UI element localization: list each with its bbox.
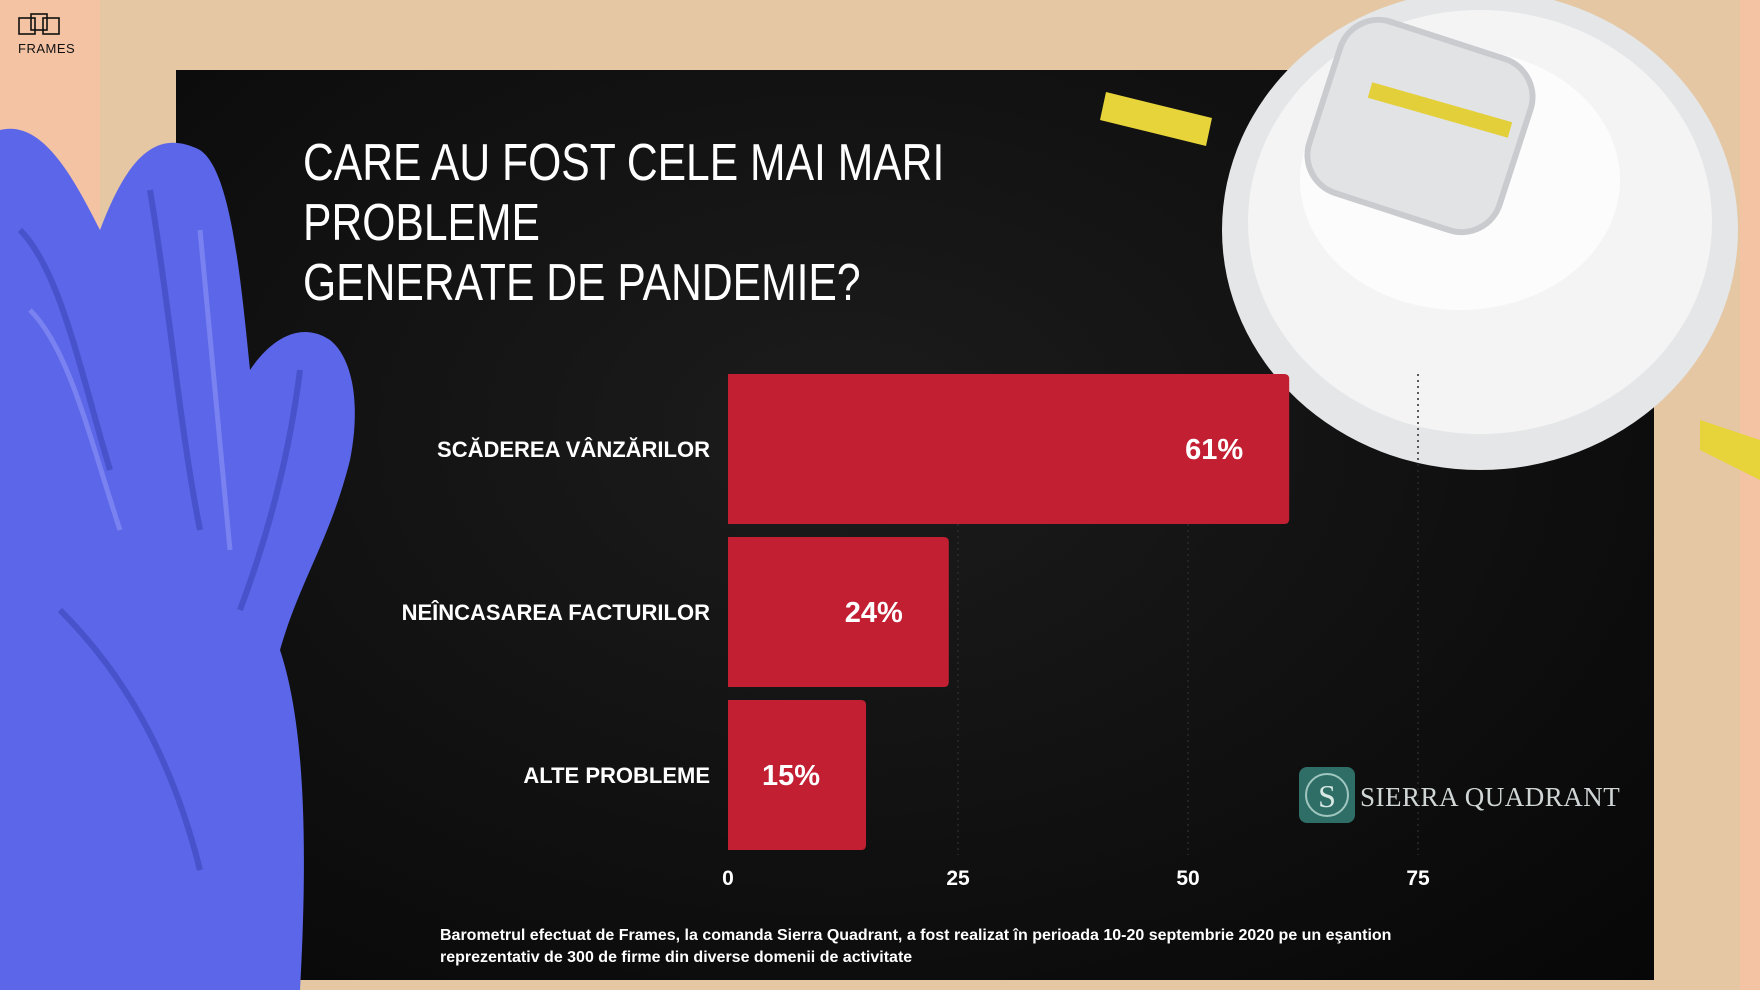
data-label: 61%	[1185, 434, 1243, 466]
frames-logo: FRAMES	[18, 12, 88, 56]
footnote: Barometrul efectuat de Frames, la comand…	[440, 927, 1392, 966]
frames-logo-icon	[18, 13, 60, 35]
sierra-quadrant-emblem-letter: S	[1318, 778, 1336, 814]
chart-title: CARE AU FOST CELE MAI MARI PROBLEME GENE…	[303, 133, 1041, 313]
x-tick-label: 25	[946, 867, 970, 890]
data-label: 24%	[845, 597, 903, 629]
bar	[728, 537, 949, 687]
chart-title-line-1: CARE AU FOST CELE MAI MARI PROBLEME	[303, 134, 945, 252]
glove-illustration	[0, 128, 355, 990]
category-label: NEÎNCASAREA FACTURILOR	[402, 600, 711, 625]
sierra-quadrant-logo: S SIERRA QUADRANT	[1298, 766, 1620, 826]
face-mask-illustration	[1100, 0, 1760, 480]
data-label: 15%	[762, 760, 820, 792]
x-tick-label: 75	[1406, 867, 1430, 890]
x-tick-label: 50	[1176, 867, 1199, 890]
chart-title-line-2: GENERATE DE PANDEMIE?	[303, 254, 861, 312]
bar	[728, 700, 866, 850]
bar	[728, 374, 1290, 524]
category-label: SCĂDEREA VÂNZĂRILOR	[437, 437, 710, 462]
frames-logo-text: FRAMES	[18, 41, 76, 56]
sierra-quadrant-emblem-icon: S	[1299, 767, 1355, 823]
category-label: ALTE PROBLEME	[523, 763, 710, 788]
x-tick-label: 0	[722, 867, 734, 890]
sierra-quadrant-logo-text: SIERRA QUADRANT	[1360, 782, 1621, 812]
